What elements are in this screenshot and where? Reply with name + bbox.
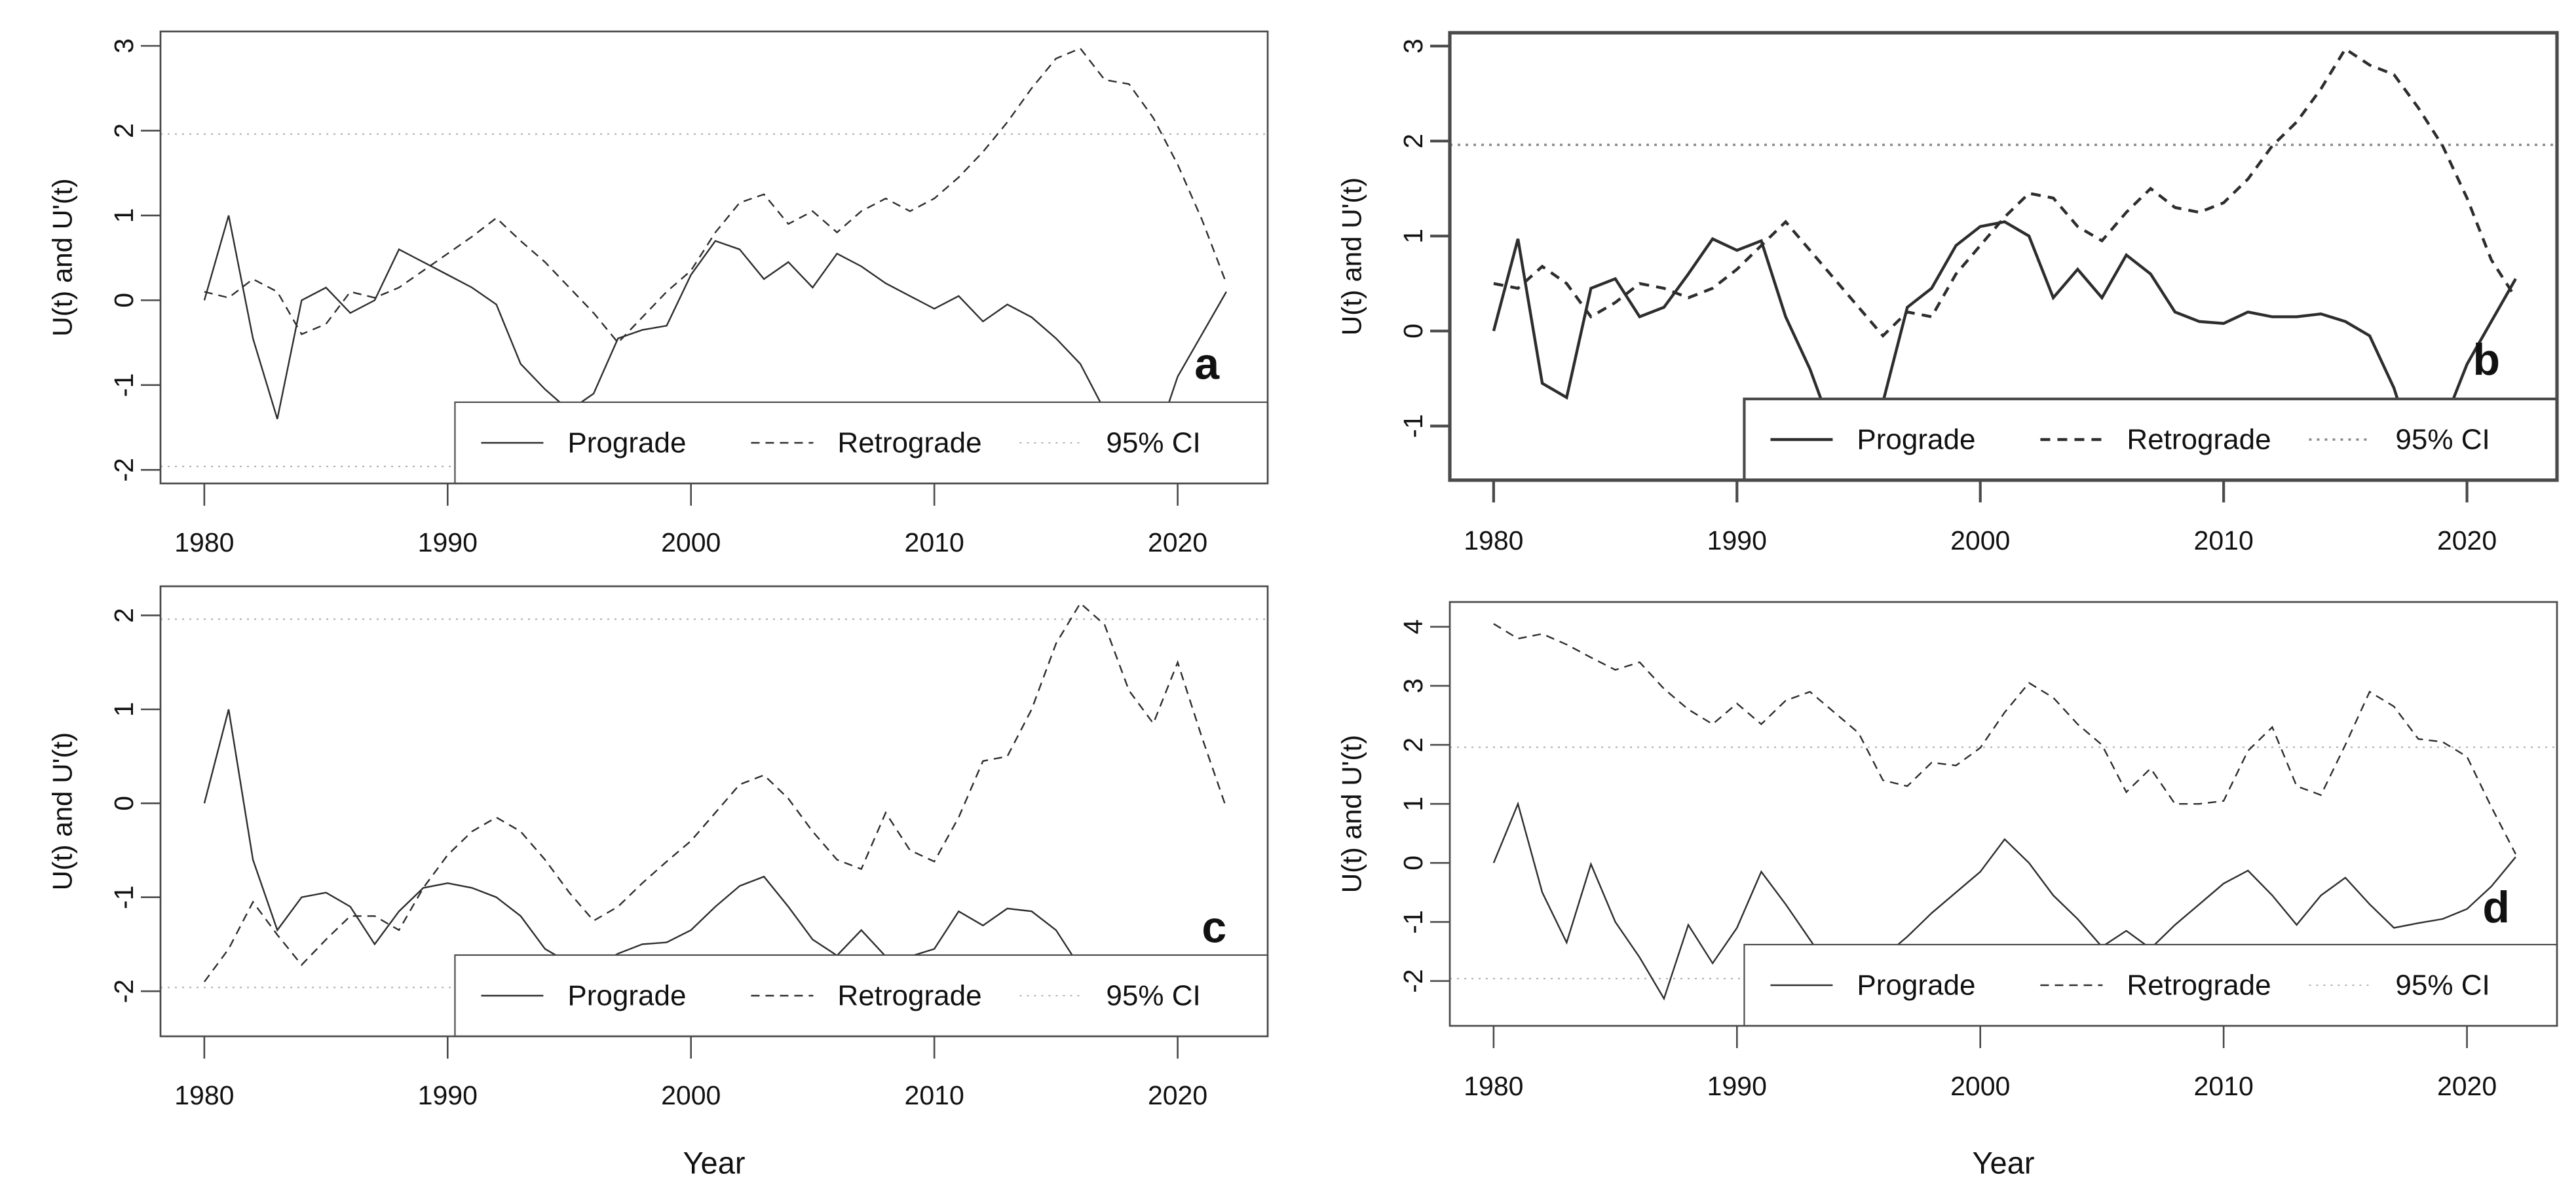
y-tick-label: -2	[109, 979, 139, 1003]
x-tick-label: 2020	[2437, 525, 2497, 555]
retrograde-curve	[203, 601, 1228, 983]
prograde-curve	[1492, 801, 2516, 1013]
y-tick-label: 1	[109, 208, 139, 223]
legend-label: Prograde	[567, 980, 686, 1012]
y-axis-title: U(t) and U'(t)	[1336, 735, 1367, 893]
panel-c-chart: Prograde Retrograde 95% CI 1980 1990 2000 2010…	[47, 585, 1269, 1180]
legend-box	[1743, 943, 2558, 1027]
panel-c: Prograde Retrograde 95% CI 1980 1990 2000 2010…	[0, 583, 1288, 1204]
y-tick-label: -1	[109, 373, 139, 397]
x-tick-label: 2020	[1148, 1080, 1207, 1110]
y-tick-label: 2	[1398, 738, 1428, 753]
y-tick-label: -2	[1398, 969, 1428, 992]
x-axis-title: Year	[1973, 1146, 2035, 1180]
prograde-curve	[203, 709, 1227, 1021]
x-tick-label: 1990	[1707, 1071, 1767, 1101]
x-tick-label: 1990	[1707, 525, 1767, 555]
panel-d-chart: Prograde Retrograde 95% CI 1980 1990 2000 2010…	[1336, 601, 2558, 1180]
x-axis-title: Year	[683, 1146, 746, 1180]
panel-letter: b	[2473, 335, 2501, 385]
legend-label: 95% CI	[2395, 424, 2490, 456]
x-tick-label: 2020	[1148, 527, 1207, 557]
legend-label: Retrograde	[2127, 969, 2271, 1002]
legend-label: Prograde	[567, 427, 686, 459]
y-axis-title: U(t) and U'(t)	[1336, 178, 1367, 335]
legend-label: 95% CI	[1106, 980, 1200, 1012]
panel-b-chart: Prograde Retrograde 95% CI 1980 1990 2000 2010…	[1336, 31, 2559, 555]
y-tick-label: 1	[109, 702, 139, 717]
y-tick-label: 0	[109, 293, 139, 308]
plot-frame	[1449, 601, 2558, 1027]
panel-letter: d	[2482, 882, 2510, 932]
x-tick-label: 2000	[661, 1080, 721, 1110]
y-tick-label: 3	[1398, 39, 1428, 54]
panel-d: Prograde Retrograde 95% CI 1980 1990 2000 2010…	[1288, 583, 2576, 1204]
y-tick-label: 0	[109, 796, 139, 811]
x-tick-label: 1980	[174, 527, 234, 557]
retrograde-curve	[1493, 623, 2516, 855]
x-tick-label: 2010	[2194, 525, 2254, 555]
y-tick-label: 0	[1398, 856, 1428, 871]
legend-label: 95% CI	[1106, 427, 1200, 459]
legend-label: Retrograde	[2127, 424, 2271, 456]
x-tick-label: 2000	[661, 527, 721, 557]
panel-b: Prograde Retrograde 95% CI 1980 1990 2000 2010…	[1288, 0, 2576, 583]
legend-label: Retrograde	[837, 427, 981, 459]
x-tick-label: 2010	[2194, 1071, 2254, 1101]
y-tick-label: 1	[1398, 797, 1428, 812]
plot-frame	[159, 585, 1269, 1038]
x-tick-label: 1980	[174, 1080, 234, 1110]
x-tick-label: 2000	[1950, 525, 2010, 555]
retrograde-curve	[1493, 47, 2517, 338]
y-axis-title: U(t) and U'(t)	[47, 178, 78, 336]
legend-label: Retrograde	[837, 980, 981, 1012]
y-tick-label: 4	[1398, 619, 1428, 634]
y-tick-label: -1	[1398, 910, 1428, 933]
x-tick-label: 2010	[905, 527, 964, 557]
legend-label: Prograde	[1857, 424, 1975, 456]
y-tick-label: 3	[109, 39, 139, 54]
legend-label: Prograde	[1857, 969, 1975, 1002]
panel-letter: c	[1202, 903, 1226, 952]
prograde-curve	[203, 215, 1227, 450]
x-tick-label: 2020	[2437, 1071, 2497, 1101]
panel-a: Prograde Retrograde 95% CI 1980 1990 2000 2010…	[0, 0, 1288, 583]
x-tick-label: 1990	[418, 1080, 478, 1110]
y-tick-label: 2	[109, 608, 139, 623]
x-tick-label: 1990	[418, 527, 478, 557]
plot-frame	[159, 30, 1269, 485]
y-tick-label: -1	[1398, 414, 1428, 438]
legend-label: 95% CI	[2395, 969, 2490, 1002]
y-tick-label: 1	[1398, 229, 1428, 244]
x-tick-label: 1980	[1464, 525, 1523, 555]
x-tick-label: 1980	[1464, 1071, 1523, 1101]
x-tick-label: 2010	[905, 1080, 964, 1110]
panel-letter: a	[1194, 339, 1220, 388]
y-tick-label: 2	[109, 123, 139, 138]
legend-box	[454, 954, 1269, 1038]
plot-frame	[1448, 31, 2559, 482]
y-tick-label: 0	[1398, 324, 1428, 339]
y-tick-label: 3	[1398, 679, 1428, 694]
y-tick-label: 2	[1398, 134, 1428, 149]
retrograde-curve	[204, 47, 1228, 344]
y-tick-label: -2	[109, 458, 139, 481]
prograde-curve	[1492, 220, 2517, 468]
y-axis-title: U(t) and U'(t)	[47, 732, 78, 890]
y-tick-label: -1	[109, 885, 139, 909]
x-tick-label: 2000	[1950, 1071, 2010, 1101]
panel-a-chart: Prograde Retrograde 95% CI 1980 1990 2000 2010…	[47, 30, 1269, 557]
